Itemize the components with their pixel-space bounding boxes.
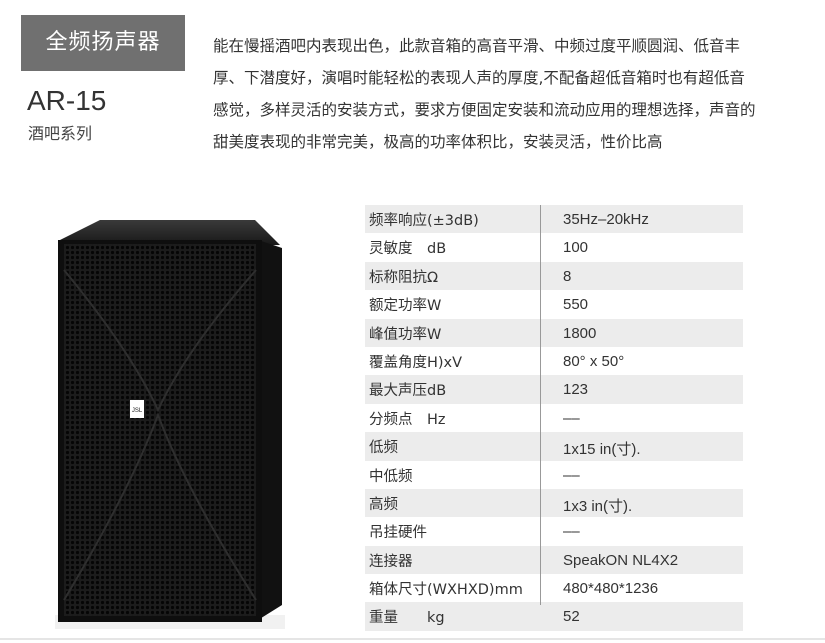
spec-label: 分频点 Hz xyxy=(369,411,446,428)
spec-label: 连接器 xyxy=(369,553,413,570)
spec-row: 灵敏度 dB 100 xyxy=(365,233,743,261)
spec-row: 额定功率W 550 xyxy=(365,290,743,318)
logo-badge xyxy=(130,400,144,418)
spec-label: 峰值功率W xyxy=(369,326,442,343)
spec-value: 1x3 in(寸). xyxy=(563,497,633,515)
spec-value: 35Hz–20kHz xyxy=(563,211,649,228)
spec-row: 连接器 SpeakON NL4X2 xyxy=(365,545,743,575)
spec-value: 52 xyxy=(563,608,580,626)
spec-row: 吊挂硬件 –– xyxy=(365,517,743,545)
description-line: 感觉，多样灵活的安装方式，要求方便固定安装和流动应用的理想选择，声音的 xyxy=(213,101,756,119)
spec-value: –– xyxy=(563,523,580,541)
spec-value: –– xyxy=(563,466,580,484)
spec-label: 灵敏度 dB xyxy=(369,241,447,258)
description-line: 能在慢摇酒吧内表现出色，此款音箱的高音平滑、中频过度平顺圆润、低音丰 xyxy=(213,37,741,55)
spec-row: 标称阻抗Ω 8 xyxy=(365,261,743,291)
spec-value: 1800 xyxy=(563,324,597,342)
spec-label: 覆盖角度H)xV xyxy=(369,354,463,371)
spec-value: –– xyxy=(563,409,580,427)
series-name: 酒吧系列 xyxy=(28,124,93,143)
spec-row: 重量 kg 52 xyxy=(365,602,743,631)
spec-value: 123 xyxy=(563,381,589,399)
spec-label: 吊挂硬件 xyxy=(369,525,427,542)
description-line: 厚、下潜度好，演唱时能轻松的表现人声的厚度,不配备超低音箱时也有超低音 xyxy=(213,69,745,87)
spec-row: 高频 1x3 in(寸). xyxy=(365,488,743,518)
spec-label: 高频 xyxy=(369,496,398,513)
description-line: 甜美度表现的非常完美，极高的功率体积比，安装灵活，性价比高 xyxy=(213,133,663,151)
spec-value: 80° x 50° xyxy=(563,352,625,370)
product-description: 能在慢摇酒吧内表现出色，此款音箱的高音平滑、中频过度平顺圆润、低音丰 厚、下潜度… xyxy=(213,30,813,158)
column-divider xyxy=(540,205,541,605)
spec-label: 额定功率W xyxy=(369,298,442,315)
spec-value: 550 xyxy=(563,296,589,314)
spec-value: 1x15 in(寸). xyxy=(563,441,641,459)
spec-label: 中低频 xyxy=(369,468,413,485)
spec-row: 覆盖角度H)xV 80° x 50° xyxy=(365,347,743,375)
logo-text: JSL xyxy=(132,408,143,414)
spec-row: 中低频 –– xyxy=(365,461,743,489)
spec-label: 重量 kg xyxy=(369,610,445,627)
spec-value: 8 xyxy=(563,267,572,285)
spec-label: 低频 xyxy=(369,440,398,457)
spec-value: 480*480*1236 xyxy=(563,580,659,598)
spec-row: 最大声压dB 123 xyxy=(365,375,743,404)
spec-label: 频率响应(±3dB) xyxy=(369,213,479,229)
spec-row: 峰值功率W 1800 xyxy=(365,318,743,347)
spec-table: 频率响应(±3dB) 35Hz–20kHz 灵敏度 dB 100 标称阻抗Ω 8 额定功率W… xyxy=(365,205,743,631)
model-name: AR-15 xyxy=(27,85,107,116)
spec-row: 分频点 Hz –– xyxy=(365,404,743,432)
spec-row: 箱体尺寸(WXHXD)mm 480*480*1236 xyxy=(365,574,743,602)
category-badge: 全频扬声器 xyxy=(21,15,185,71)
bottom-divider xyxy=(0,638,825,640)
speaker-grille xyxy=(64,244,256,616)
spec-value: SpeakON NL4X2 xyxy=(563,551,679,569)
spec-row: 频率响应(±3dB) 35Hz–20kHz xyxy=(365,205,743,234)
spec-label: 最大声压dB xyxy=(369,383,447,400)
spec-label: 箱体尺寸(WXHXD)mm xyxy=(369,582,523,599)
spec-value: 100 xyxy=(563,239,589,257)
spec-label: 标称阻抗Ω xyxy=(369,269,439,286)
spec-row: 低频 1x15 in(寸). xyxy=(365,432,743,461)
speaker-image: JSL xyxy=(55,220,285,629)
